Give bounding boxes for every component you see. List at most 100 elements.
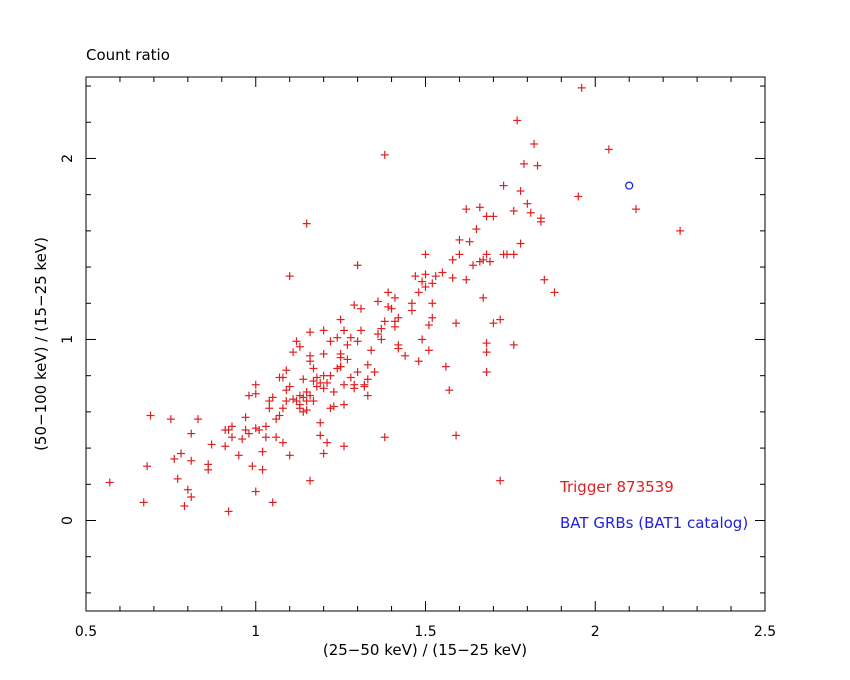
data-point: [394, 344, 403, 353]
data-point: [173, 474, 182, 483]
data-point: [414, 357, 423, 366]
data-point: [475, 257, 484, 266]
data-point: [302, 397, 311, 406]
data-point: [265, 404, 274, 413]
data-point: [356, 326, 365, 335]
data-point: [499, 181, 508, 190]
data-point: [469, 261, 478, 270]
data-point: [272, 433, 281, 442]
data-point: [438, 268, 447, 277]
data-point: [536, 214, 545, 223]
data-point: [302, 387, 311, 396]
data-point: [533, 161, 542, 170]
data-point: [472, 225, 481, 234]
data-point: [306, 476, 315, 485]
data-point: [251, 389, 260, 398]
data-point: [326, 404, 335, 413]
data-point: [418, 277, 427, 286]
data-point: [465, 237, 474, 246]
data-point: [177, 449, 186, 458]
data-point: [258, 465, 267, 474]
data-point: [292, 397, 301, 406]
data-point: [258, 447, 267, 456]
data-point: [411, 272, 420, 281]
data-point: [187, 429, 196, 438]
data-point: [631, 205, 640, 214]
data-point: [302, 219, 311, 228]
data-point: [363, 391, 372, 400]
data-point: [329, 387, 338, 396]
data-point: [452, 431, 461, 440]
data-point: [377, 324, 386, 333]
data-point: [424, 320, 433, 329]
data-point: [516, 239, 525, 248]
data-point: [370, 368, 379, 377]
data-point: [180, 502, 189, 511]
data-point: [516, 187, 525, 196]
y-tick-label: 0: [60, 516, 76, 525]
x-tick-label: 1.5: [414, 624, 436, 640]
data-point: [248, 462, 257, 471]
data-point: [390, 293, 399, 302]
data-point: [509, 206, 518, 215]
y-axis-label: (50−100 keV) / (15−25 keV): [32, 237, 50, 451]
data-point: [489, 212, 498, 221]
data-point: [289, 395, 298, 404]
data-point: [387, 304, 396, 313]
data-point-circle: [625, 181, 634, 190]
data-point: [143, 462, 152, 471]
data-point: [479, 255, 488, 264]
data-point: [282, 397, 291, 406]
data-point: [577, 83, 586, 92]
data-point: [462, 275, 471, 284]
legend-entry-trigger: Trigger 873539: [559, 478, 674, 496]
data-point: [224, 507, 233, 516]
x-tick-label: 0.5: [75, 624, 97, 640]
data-point: [329, 402, 338, 411]
data-point: [340, 442, 349, 451]
data-point: [340, 380, 349, 389]
data-point: [676, 226, 685, 235]
data-point: [285, 382, 294, 391]
data-point: [428, 299, 437, 308]
data-point: [306, 328, 315, 337]
data-point: [496, 476, 505, 485]
data-point: [323, 438, 332, 447]
data-point: [306, 391, 315, 400]
data-point: [282, 366, 291, 375]
data-points: [105, 83, 685, 516]
data-point: [292, 337, 301, 346]
legend-entry-bat-grbs: BAT GRBs (BAT1 catalog): [560, 514, 748, 532]
data-point: [227, 433, 236, 442]
data-point: [363, 360, 372, 369]
data-point: [302, 406, 311, 415]
data-point: [319, 326, 328, 335]
data-point: [251, 380, 260, 389]
data-point: [312, 382, 321, 391]
data-point: [360, 380, 369, 389]
data-point: [309, 377, 318, 386]
data-point: [482, 339, 491, 348]
data-point: [340, 400, 349, 409]
data-point: [319, 384, 328, 393]
y-tick-label: 2: [60, 154, 76, 163]
data-point: [418, 335, 427, 344]
data-point: [550, 288, 559, 297]
data-point: [282, 386, 291, 395]
data-point: [424, 346, 433, 355]
data-point: [353, 261, 362, 270]
data-point: [326, 371, 335, 380]
data-point: [523, 199, 532, 208]
data-point: [526, 208, 535, 217]
x-tick-label: 1: [251, 624, 260, 640]
data-point: [384, 288, 393, 297]
data-point: [234, 451, 243, 460]
data-point: [265, 397, 274, 406]
data-point: [285, 451, 294, 460]
data-point: [333, 333, 342, 342]
data-point: [482, 348, 491, 357]
data-point: [336, 315, 345, 324]
data-point: [394, 313, 403, 322]
data-point: [139, 498, 148, 507]
data-point: [343, 340, 352, 349]
